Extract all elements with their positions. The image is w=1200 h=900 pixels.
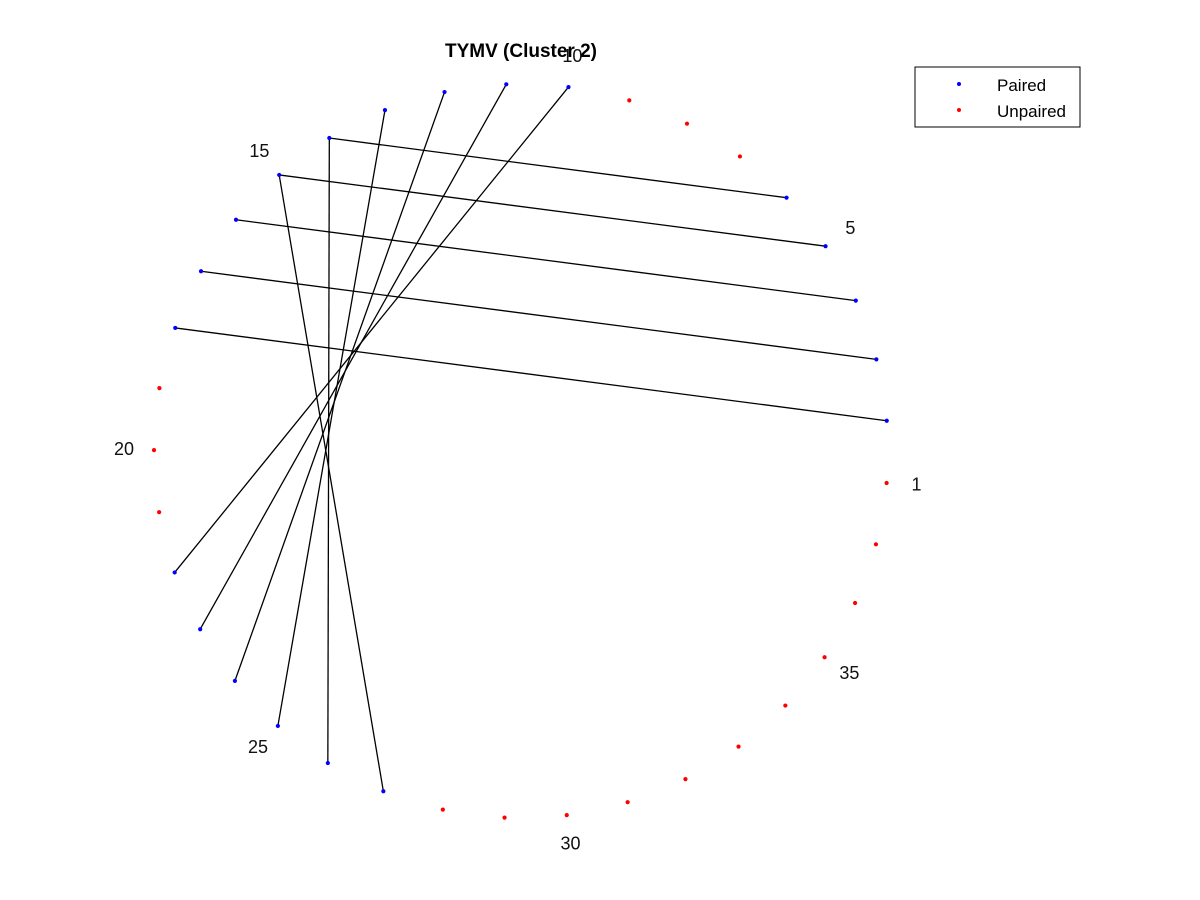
- unpaired-point-29: [502, 815, 507, 820]
- position-label-30: 30: [560, 834, 580, 854]
- unpaired-point-37: [873, 542, 879, 547]
- paired-point-24: [232, 678, 238, 683]
- paired-point-2: [884, 418, 889, 423]
- paired-point-15: [277, 172, 282, 178]
- paired-point-26: [325, 760, 330, 766]
- paired-point-18: [173, 325, 178, 331]
- legend-unpaired-label: Unpaired: [997, 102, 1066, 121]
- unpaired-point-19: [157, 386, 162, 391]
- legend: Paired Unpaired: [914, 66, 1081, 128]
- legend-box: [914, 66, 1081, 128]
- position-label-10: 10: [562, 46, 582, 66]
- unpaired-point-8: [684, 121, 690, 126]
- pair-line-10-22: [174, 86, 569, 573]
- legend-paired-marker: [957, 82, 961, 86]
- paired-point-11: [504, 82, 509, 87]
- pair-line-5-15: [279, 174, 826, 247]
- unpaired-point-31: [625, 800, 630, 805]
- unpaired-point-34: [783, 703, 788, 708]
- unpaired-point-33: [736, 744, 741, 749]
- position-points: [151, 82, 889, 820]
- legend-paired-label: Paired: [997, 76, 1046, 95]
- paired-point-27: [381, 789, 386, 794]
- position-label-15: 15: [249, 141, 269, 161]
- pair-line-3-17: [200, 270, 877, 361]
- unpaired-point-36: [852, 600, 858, 606]
- paired-point-10: [566, 84, 571, 90]
- unpaired-point-30: [564, 813, 569, 818]
- position-label-20: 20: [114, 439, 134, 459]
- position-label-25: 25: [248, 737, 268, 757]
- paired-point-3: [874, 357, 879, 362]
- paired-point-13: [382, 108, 388, 113]
- position-label-35: 35: [839, 663, 859, 683]
- paired-point-5: [823, 244, 828, 249]
- paired-point-25: [275, 723, 280, 729]
- pair-line-14-26: [327, 138, 330, 764]
- unpaired-point-20: [151, 448, 157, 453]
- paired-point-22: [172, 570, 177, 575]
- paired-point-14: [327, 135, 332, 141]
- unpaired-point-28: [440, 807, 445, 812]
- paired-point-17: [198, 269, 204, 274]
- pair-line-2-18: [175, 327, 887, 422]
- pair-line-12-24: [234, 91, 446, 682]
- legend-unpaired-marker: [957, 108, 961, 112]
- unpaired-point-9: [627, 98, 632, 103]
- pair-line-13-25: [277, 110, 386, 727]
- unpaired-point-32: [683, 776, 688, 782]
- paired-point-4: [853, 298, 858, 303]
- pair-line-6-14: [329, 137, 787, 199]
- pair-lines: [174, 83, 887, 792]
- unpaired-point-35: [822, 655, 827, 660]
- paired-point-16: [233, 217, 239, 222]
- pair-line-15-27: [278, 174, 384, 792]
- chart-title: TYMV (Cluster 2): [445, 41, 597, 62]
- paired-point-12: [442, 89, 447, 95]
- unpaired-point-7: [737, 154, 743, 159]
- unpaired-point-1: [884, 480, 889, 486]
- pair-line-11-23: [199, 83, 507, 630]
- unpaired-point-21: [157, 510, 162, 515]
- pair-line-4-16: [235, 219, 856, 302]
- position-label-5: 5: [845, 218, 855, 238]
- paired-point-6: [784, 195, 789, 200]
- paired-point-23: [198, 627, 203, 632]
- position-label-1: 1: [911, 474, 921, 494]
